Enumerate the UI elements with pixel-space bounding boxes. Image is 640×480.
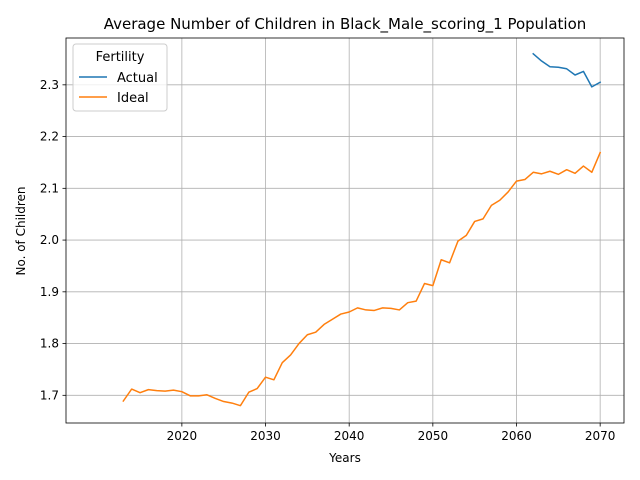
x-axis-label: Years (328, 451, 361, 465)
legend-title: Fertility (96, 50, 145, 65)
y-tick-label: 2.0 (40, 233, 59, 247)
x-tick-label: 2040 (334, 429, 365, 443)
y-tick-label: 1.7 (40, 388, 59, 402)
series-line-ideal (122, 151, 602, 407)
y-tick-label: 2.2 (40, 130, 59, 144)
legend-box (72, 43, 168, 112)
x-tick-label: 2070 (585, 429, 616, 443)
y-tick-label: 1.8 (40, 337, 59, 351)
series-line-actual (532, 52, 602, 88)
plot-frame (65, 37, 625, 424)
series-lines (122, 52, 602, 407)
x-tick-label: 2050 (418, 429, 449, 443)
x-tick-label: 2020 (167, 429, 198, 443)
x-tick-label: 2030 (250, 429, 281, 443)
y-tick-label: 2.3 (40, 78, 59, 92)
legend-label-ideal: Ideal (117, 91, 149, 106)
legend-label-actual: Actual (117, 71, 158, 86)
grid-lines (66, 38, 624, 423)
chart-title: Average Number of Children in Black_Male… (104, 15, 587, 34)
x-axis-ticks: 2020 2030 2040 2050 2060 2070 (167, 423, 616, 443)
y-tick-label: 2.1 (40, 181, 59, 195)
y-axis-ticks: 1.7 1.8 1.9 2.0 2.1 2.2 2.3 (40, 78, 66, 402)
y-tick-label: 1.9 (40, 285, 59, 299)
x-tick-label: 2060 (501, 429, 532, 443)
legend: Fertility Actual Ideal (72, 43, 168, 112)
y-axis-label: No. of Children (14, 186, 28, 275)
